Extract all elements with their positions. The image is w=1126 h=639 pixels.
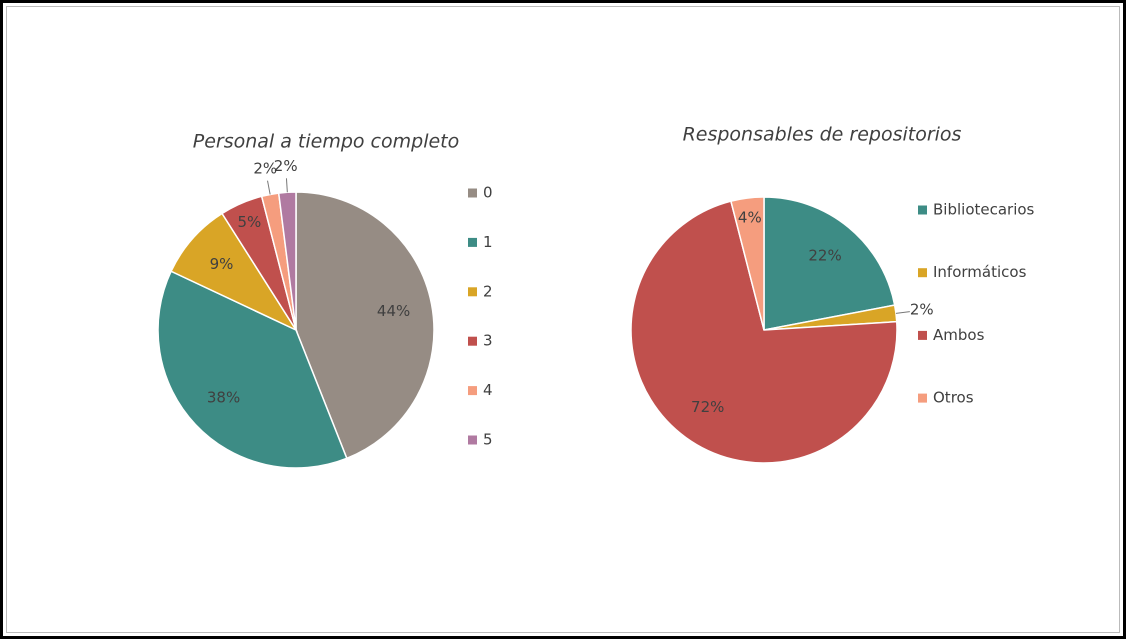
pie-slice <box>630 200 898 464</box>
legend-swatch <box>918 268 927 278</box>
data-label: 5% <box>238 213 262 231</box>
legend-swatch <box>468 287 477 297</box>
legend-label: Otros <box>933 389 974 407</box>
legend-label: 4 <box>483 381 493 399</box>
legend-label: 2 <box>483 282 493 300</box>
legend-swatch <box>918 330 927 340</box>
chart-title: Personal a tiempo completo <box>193 131 460 153</box>
data-label: 72% <box>691 398 724 416</box>
legend-swatch <box>468 336 477 346</box>
legend-label: Ambos <box>933 326 985 344</box>
inner-frame <box>6 6 1120 633</box>
legend-label: 1 <box>483 233 493 251</box>
data-label: 38% <box>207 389 240 407</box>
legend-swatch <box>468 386 477 396</box>
legend-swatch <box>468 435 477 445</box>
pie-slice <box>730 196 765 331</box>
pie-slice <box>763 196 896 331</box>
data-label: 2% <box>274 157 298 175</box>
leader-line <box>285 178 288 193</box>
legend-swatch <box>918 205 927 215</box>
data-label: 9% <box>210 255 234 273</box>
legend-swatch <box>918 393 927 403</box>
leader-line <box>267 180 271 195</box>
legend-label: Informáticos <box>933 263 1027 281</box>
data-label: 44% <box>377 302 410 320</box>
legend-swatch <box>468 237 477 247</box>
legend-label: 0 <box>483 184 493 202</box>
data-label: 22% <box>808 247 841 265</box>
chart-title: Responsables de repositorios <box>683 124 962 146</box>
data-label: 4% <box>738 208 762 226</box>
pie-slice <box>157 270 348 469</box>
leader-line <box>895 311 910 314</box>
legend-label: Bibliotecarios <box>933 201 1035 219</box>
legend-label: 3 <box>483 332 493 350</box>
pie-slice <box>295 191 435 460</box>
legend-label: 5 <box>483 431 493 449</box>
data-label: 2% <box>910 301 934 319</box>
legend-swatch <box>468 188 477 198</box>
data-label: 2% <box>253 159 277 177</box>
